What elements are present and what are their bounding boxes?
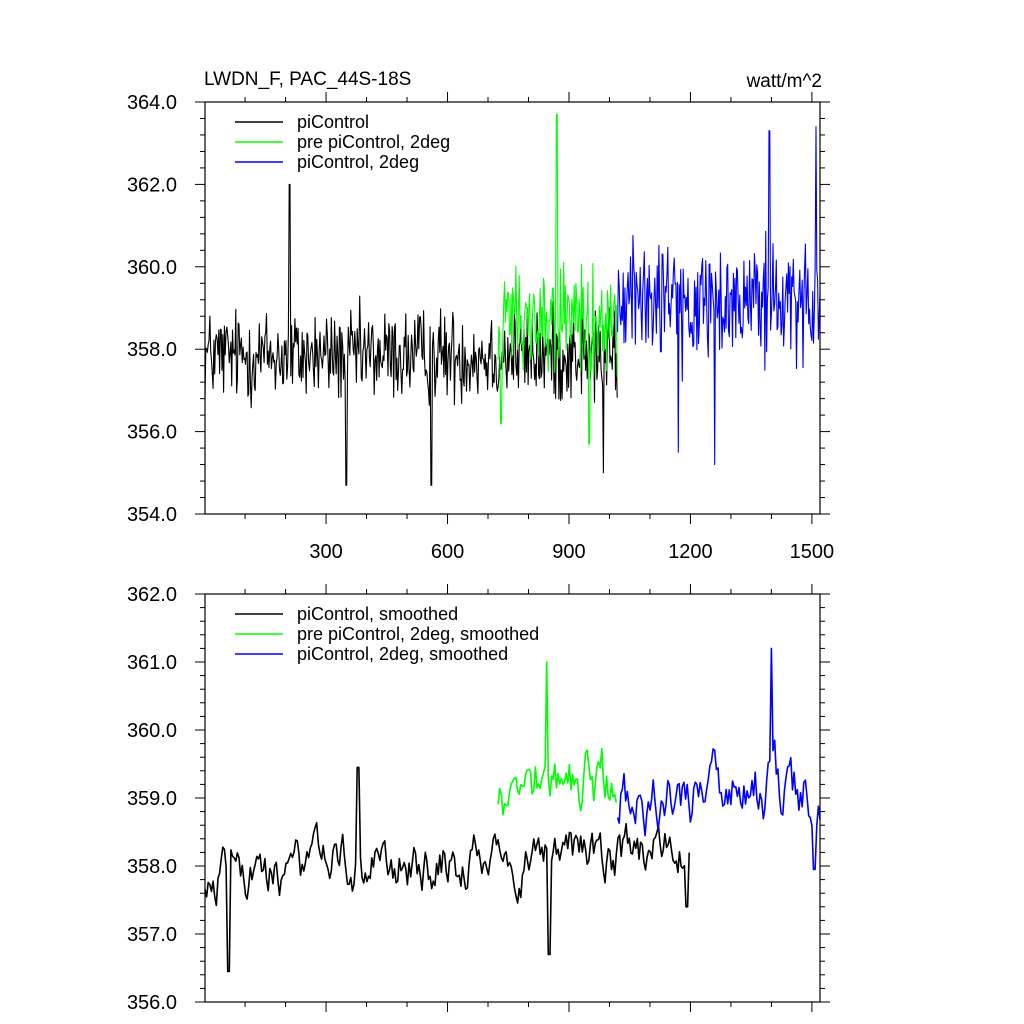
y-tick-label: 357.0 <box>127 924 177 946</box>
y-tick-label: 364.0 <box>127 92 177 114</box>
y-tick-label: 356.0 <box>127 422 177 444</box>
y-tick-label: 358.0 <box>127 339 177 361</box>
series-line-2 <box>497 661 618 816</box>
y-tick-label: 358.0 <box>127 856 177 878</box>
y-tick-label: 362.0 <box>127 174 177 196</box>
series-line-3 <box>616 647 821 871</box>
y-tick-label: 361.0 <box>127 652 177 674</box>
y-tick-label: 354.0 <box>127 504 177 526</box>
x-tick-label: 900 <box>552 541 585 563</box>
y-tick-label: 359.0 <box>127 788 177 810</box>
x-tick-label: 300 <box>309 541 342 563</box>
x-tick-label: 600 <box>431 541 464 563</box>
legend-label: piControl, 2deg, smoothed <box>297 644 508 664</box>
legend-label: pre piControl, 2deg, smoothed <box>297 624 539 644</box>
legend-label: pre piControl, 2deg <box>297 132 450 152</box>
series-line-2 <box>497 113 618 445</box>
x-tick-label: 1200 <box>668 541 713 563</box>
series-line-3 <box>617 126 821 466</box>
series-line-1 <box>204 766 690 973</box>
y-tick-label: 362.0 <box>127 584 177 606</box>
units-label: watt/m^2 <box>746 71 822 92</box>
x-tick-label: 1500 <box>790 541 835 563</box>
plot-frame <box>204 101 821 515</box>
legend-label: piControl <box>297 112 369 132</box>
bottom-panel: 356.0 357.0 358.0 359.0 360.0 361.0 362.0 piCon… <box>127 584 830 1014</box>
legend-label: piControl, smoothed <box>297 604 458 624</box>
y-tick-label: 356.0 <box>127 992 177 1014</box>
y-tick-label: 360.0 <box>127 720 177 742</box>
chart-title: LWDN_F, PAC_44S-18S <box>204 69 411 90</box>
legend-label: piControl, 2deg <box>297 152 419 172</box>
top-panel: 300 600 900 1200 1500 354.0 356.0 358.0 360.0 362… <box>127 92 834 563</box>
y-tick-label: 360.0 <box>127 257 177 279</box>
